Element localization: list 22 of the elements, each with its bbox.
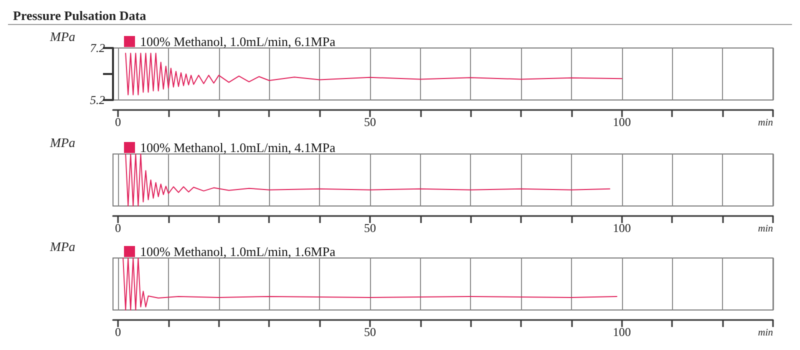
- x-tick-label: 50: [364, 221, 376, 235]
- chart-title: Pressure Pulsation Data: [13, 8, 147, 23]
- line-series: [125, 52, 622, 96]
- x-axis-title: min: [758, 224, 773, 234]
- y-tick-label: 7.2: [90, 41, 105, 55]
- x-axis-title: min: [758, 118, 773, 128]
- y-axis-title: MPa: [49, 239, 76, 254]
- y-axis-title: MPa: [49, 135, 76, 150]
- legend-label: 100% Methanol, 1.0mL/min, 6.1MPa: [140, 34, 336, 49]
- legend-label: 100% Methanol, 1.0mL/min, 1.6MPa: [140, 244, 336, 259]
- x-tick-label: 100: [612, 115, 631, 129]
- x-tick-label: 0: [115, 221, 122, 235]
- x-tick-label: 50: [364, 115, 376, 129]
- x-tick-label: 100: [612, 325, 631, 339]
- y-axis-title: MPa: [49, 29, 76, 44]
- y-tick-label: 5.2: [90, 93, 105, 107]
- legend-label: 100% Methanol, 1.0mL/min, 4.1MPa: [140, 140, 336, 155]
- x-tick-label: 0: [115, 115, 122, 129]
- x-tick-label: 100: [612, 221, 631, 235]
- x-tick-label: 50: [364, 325, 376, 339]
- x-tick-label: 0: [115, 325, 122, 339]
- x-axis-title: min: [758, 328, 773, 338]
